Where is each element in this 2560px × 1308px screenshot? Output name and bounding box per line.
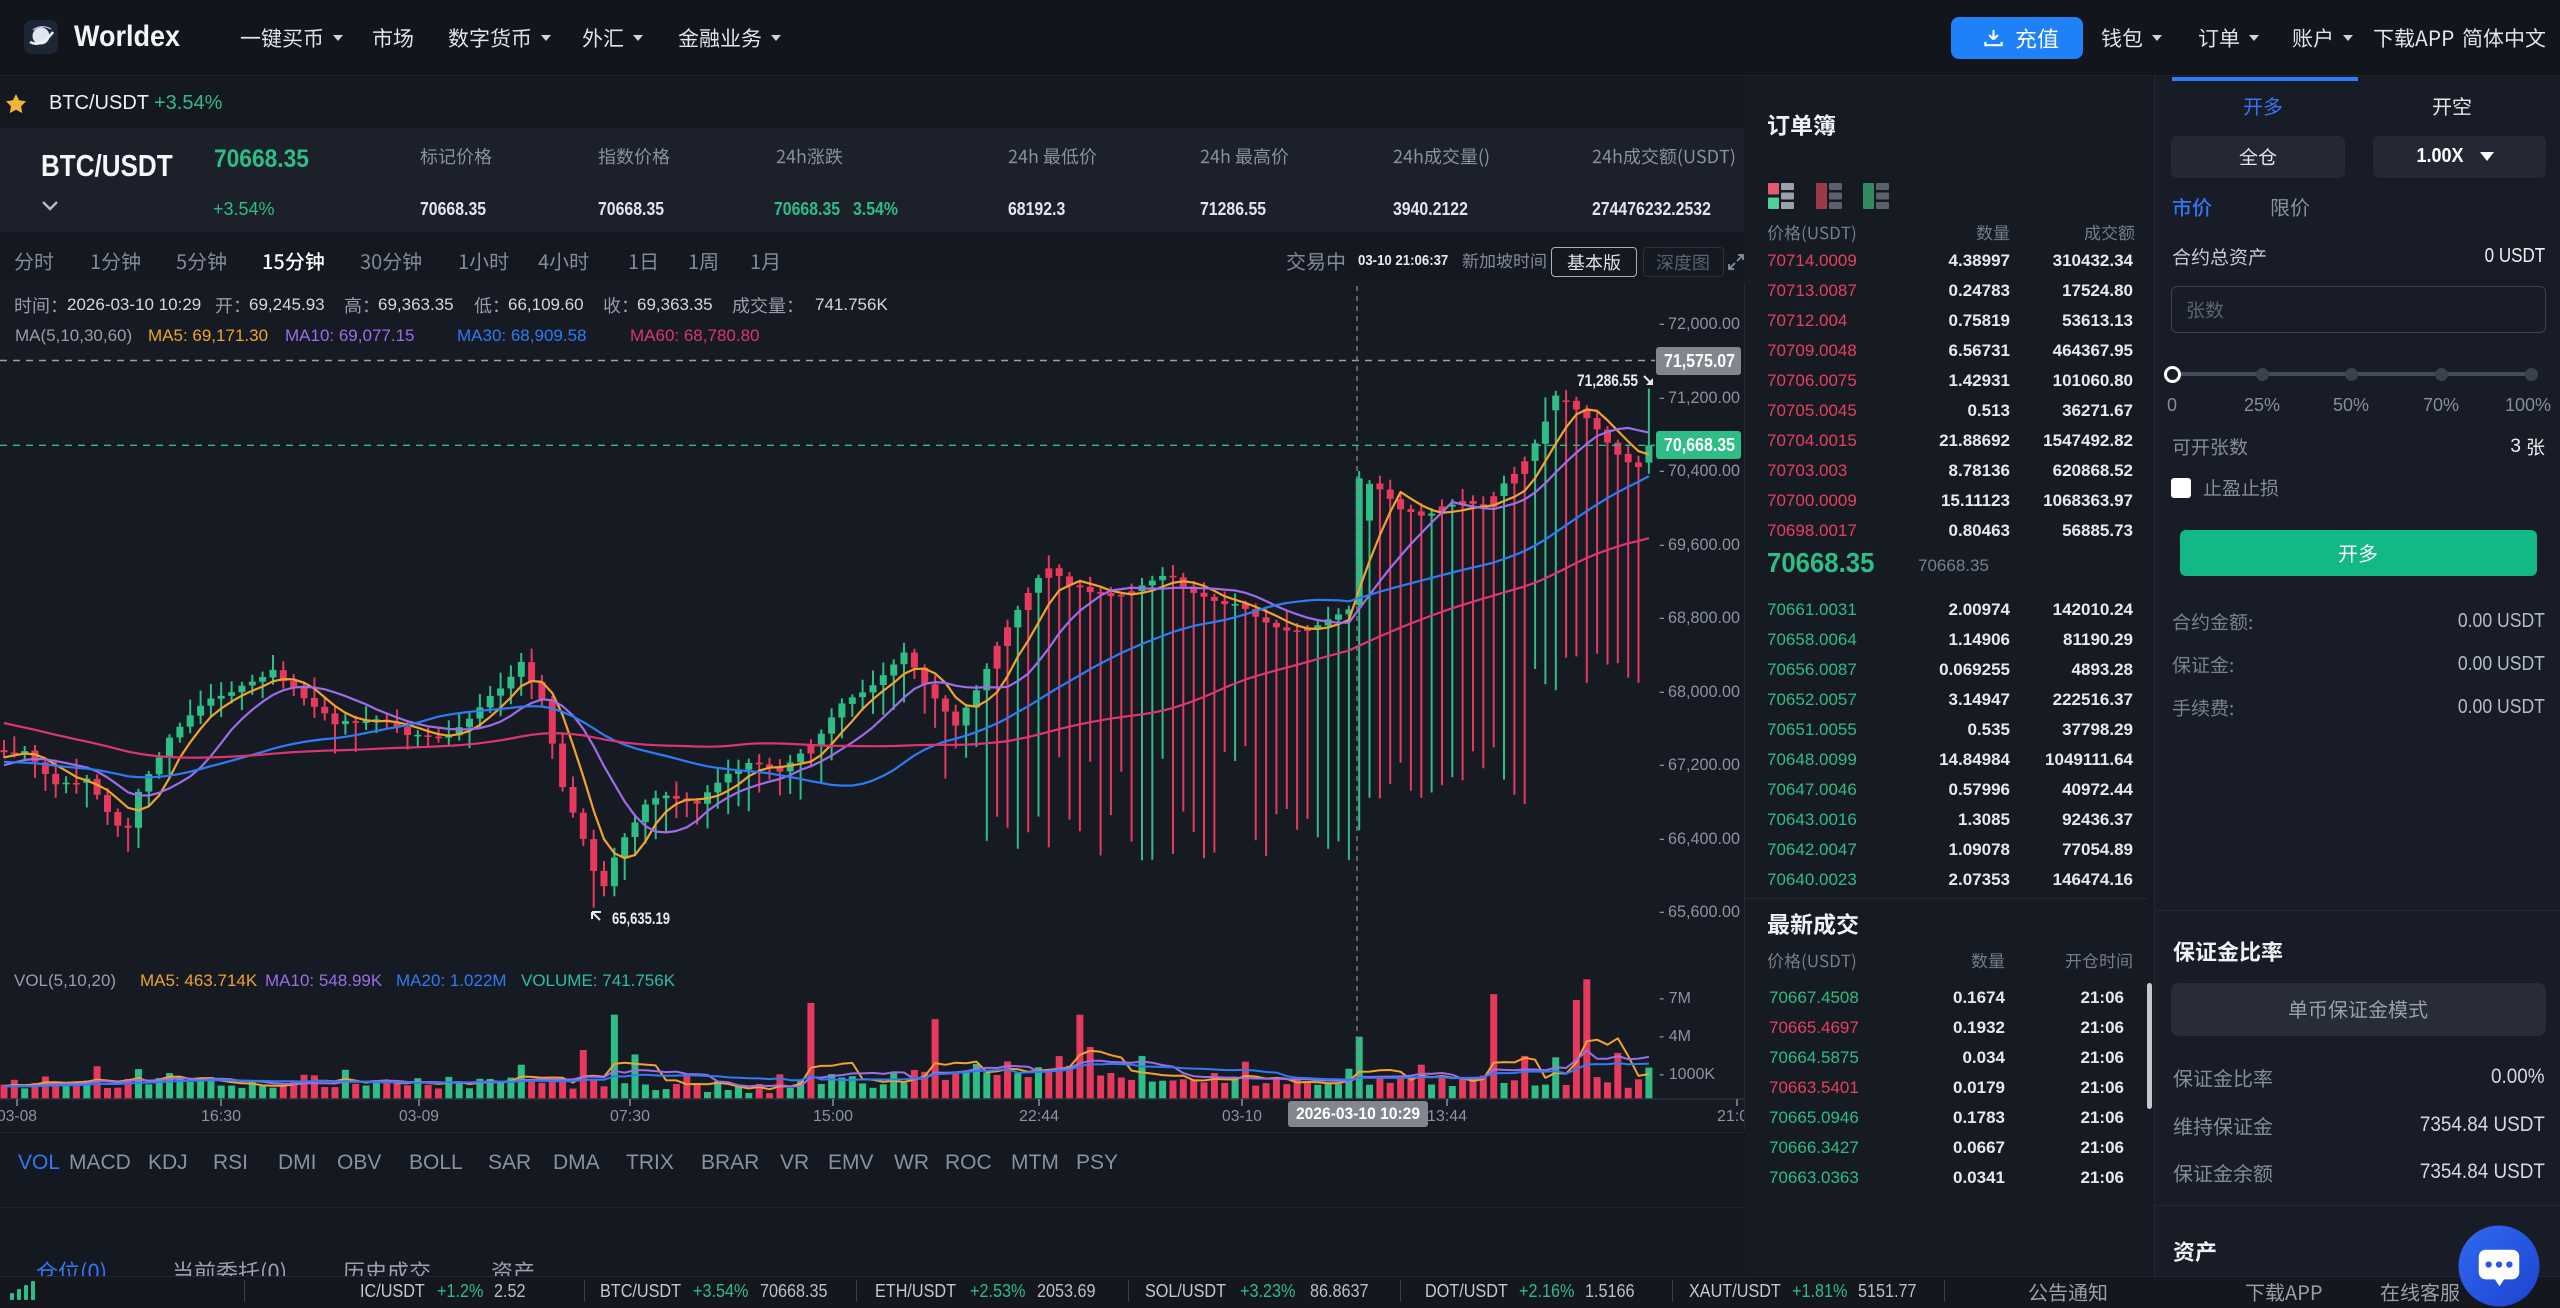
svg-text:-: - — [1659, 461, 1665, 480]
svg-text:-: - — [1659, 682, 1665, 701]
svg-text:03-09: 03-09 — [399, 1108, 439, 1125]
svg-text:70,400.00: 70,400.00 — [1668, 461, 1740, 480]
svg-text:15:00: 15:00 — [813, 1108, 853, 1125]
svg-text:65,635.19: 65,635.19 — [612, 909, 670, 928]
svg-text:07:30: 07:30 — [610, 1108, 650, 1125]
svg-text:67,200.00: 67,200.00 — [1668, 755, 1740, 774]
svg-text:-: - — [1659, 314, 1665, 333]
svg-text:- 4M: - 4M — [1659, 1028, 1691, 1045]
svg-text:-: - — [1659, 388, 1665, 407]
svg-text:68,800.00: 68,800.00 — [1668, 608, 1740, 627]
svg-text:65,600.00: 65,600.00 — [1668, 902, 1740, 921]
svg-text:03-10: 03-10 — [1222, 1108, 1262, 1125]
svg-text:71,286.55: 71,286.55 — [1577, 371, 1638, 390]
svg-text:- 1000K: - 1000K — [1659, 1066, 1715, 1083]
svg-text:-: - — [1659, 608, 1665, 627]
svg-text:21:06: 21:06 — [1717, 1108, 1745, 1125]
svg-text:13:44: 13:44 — [1427, 1108, 1467, 1125]
svg-text:72,000.00: 72,000.00 — [1668, 314, 1740, 333]
svg-text:-: - — [1659, 535, 1665, 554]
svg-text:03-08: 03-08 — [0, 1108, 37, 1125]
svg-text:71,200.00: 71,200.00 — [1668, 388, 1740, 407]
svg-text:-: - — [1659, 902, 1665, 921]
svg-text:69,600.00: 69,600.00 — [1668, 535, 1740, 554]
svg-text:70,668.35: 70,668.35 — [1664, 435, 1735, 455]
svg-text:-: - — [1659, 829, 1665, 848]
svg-text:2026-03-10 10:29: 2026-03-10 10:29 — [1296, 1104, 1420, 1123]
svg-text:22:44: 22:44 — [1019, 1108, 1059, 1125]
svg-text:- 7M: - 7M — [1659, 990, 1691, 1007]
svg-text:-: - — [1659, 755, 1665, 774]
svg-text:66,400.00: 66,400.00 — [1668, 829, 1740, 848]
svg-text:16:30: 16:30 — [201, 1108, 241, 1125]
svg-text:68,000.00: 68,000.00 — [1668, 682, 1740, 701]
svg-text:71,575.07: 71,575.07 — [1664, 351, 1735, 371]
